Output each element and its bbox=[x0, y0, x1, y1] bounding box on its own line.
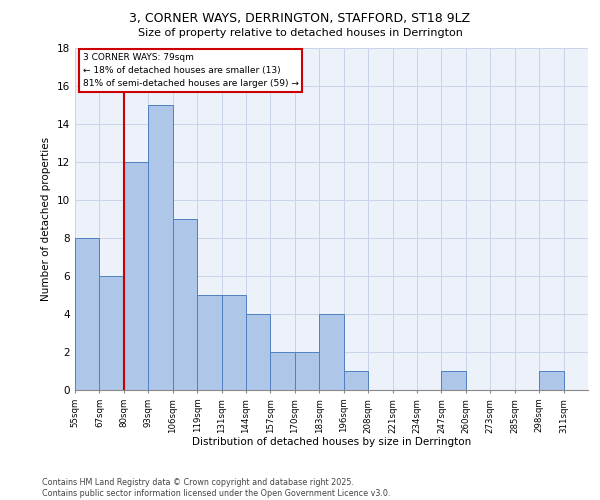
Bar bbox=[246, 314, 271, 390]
Bar bbox=[124, 162, 148, 390]
Bar bbox=[197, 295, 221, 390]
Y-axis label: Number of detached properties: Number of detached properties bbox=[41, 136, 52, 301]
X-axis label: Distribution of detached houses by size in Derrington: Distribution of detached houses by size … bbox=[192, 436, 471, 446]
Bar bbox=[75, 238, 100, 390]
Bar bbox=[295, 352, 319, 390]
Bar bbox=[148, 104, 173, 390]
Bar bbox=[173, 219, 197, 390]
Text: 3, CORNER WAYS, DERRINGTON, STAFFORD, ST18 9LZ: 3, CORNER WAYS, DERRINGTON, STAFFORD, ST… bbox=[130, 12, 470, 25]
Bar bbox=[539, 371, 563, 390]
Bar bbox=[442, 371, 466, 390]
Text: Size of property relative to detached houses in Derrington: Size of property relative to detached ho… bbox=[137, 28, 463, 38]
Bar bbox=[221, 295, 246, 390]
Bar bbox=[344, 371, 368, 390]
Text: Contains HM Land Registry data © Crown copyright and database right 2025.
Contai: Contains HM Land Registry data © Crown c… bbox=[42, 478, 391, 498]
Text: 3 CORNER WAYS: 79sqm
← 18% of detached houses are smaller (13)
81% of semi-detac: 3 CORNER WAYS: 79sqm ← 18% of detached h… bbox=[83, 52, 299, 88]
Bar bbox=[271, 352, 295, 390]
Bar bbox=[319, 314, 344, 390]
Bar bbox=[100, 276, 124, 390]
